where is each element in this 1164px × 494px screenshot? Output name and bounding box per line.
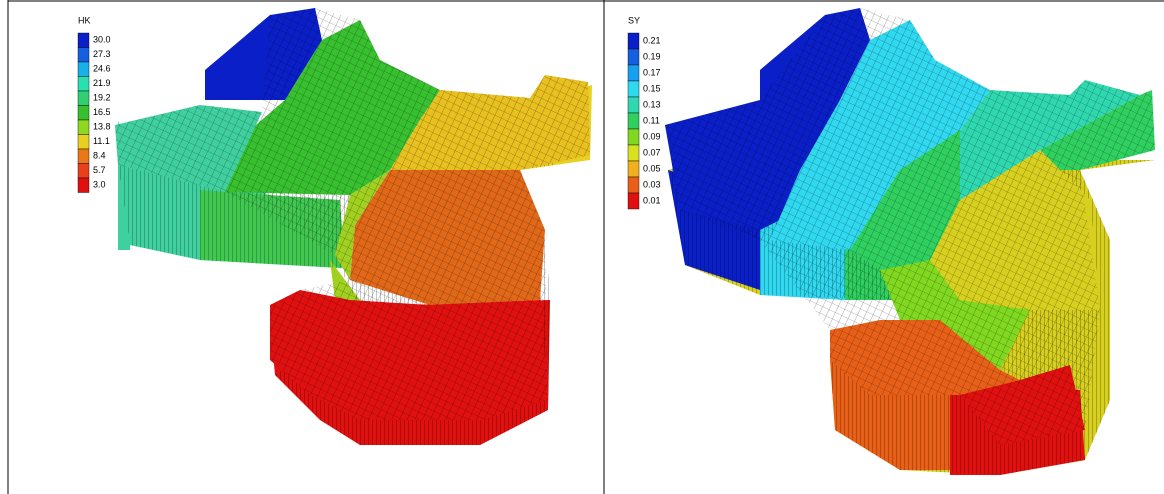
legend-title: HK: [78, 15, 91, 25]
legend-label: 0.11: [643, 115, 660, 125]
legend-label: 16.5: [93, 107, 111, 117]
legend-label: 0.15: [643, 83, 661, 93]
legend-label: 3.0: [93, 180, 106, 190]
legend-label: 5.7: [93, 165, 106, 175]
legend-swatch: [77, 32, 90, 48]
legend-swatch: [627, 128, 640, 146]
legend-label: 27.3: [93, 49, 111, 59]
legend-swatch: [627, 80, 640, 98]
legend-label: 24.6: [93, 64, 111, 74]
legend-label: 8.4: [93, 151, 106, 161]
legend-swatch: [627, 176, 640, 194]
legend-label: 0.05: [643, 163, 661, 173]
legend-label: 13.8: [93, 122, 111, 132]
legend-swatch: [77, 163, 90, 179]
legend-swatch: [77, 148, 90, 164]
legend-swatch: [77, 177, 90, 193]
legend-label: 19.2: [93, 93, 111, 103]
legend-swatch: [627, 192, 640, 210]
legend-swatch: [627, 112, 640, 130]
legend-label: 0.01: [643, 195, 661, 205]
legend-label: 0.03: [643, 179, 661, 189]
legend-swatch: [77, 134, 90, 150]
legend-label: 11.1: [93, 136, 110, 146]
legend-label: 0.21: [643, 35, 661, 45]
legend-swatch: [627, 64, 640, 82]
legend-swatch: [627, 160, 640, 178]
legend-label: 0.07: [643, 147, 661, 157]
model-hk: [115, 8, 592, 445]
legend-swatch: [77, 119, 90, 135]
legend-swatch: [77, 76, 90, 92]
legend-label: 21.9: [93, 78, 111, 88]
legend-title: SY: [628, 15, 640, 25]
legend-swatch: [77, 105, 90, 121]
legend-label: 0.17: [643, 67, 661, 77]
legend-swatch: [627, 96, 640, 114]
legend-swatch: [77, 90, 90, 106]
legend-swatch: [77, 61, 90, 77]
legend-swatch: [627, 32, 640, 50]
legend-label: 0.13: [643, 99, 661, 109]
legend-swatch: [77, 47, 90, 63]
legend-swatch: [627, 144, 640, 162]
legend-swatch: [627, 48, 640, 66]
legend-label: 30.0: [93, 35, 111, 45]
legend-label: 0.19: [643, 51, 661, 61]
legend-label: 0.09: [643, 131, 661, 141]
model-sy: [665, 8, 1155, 475]
